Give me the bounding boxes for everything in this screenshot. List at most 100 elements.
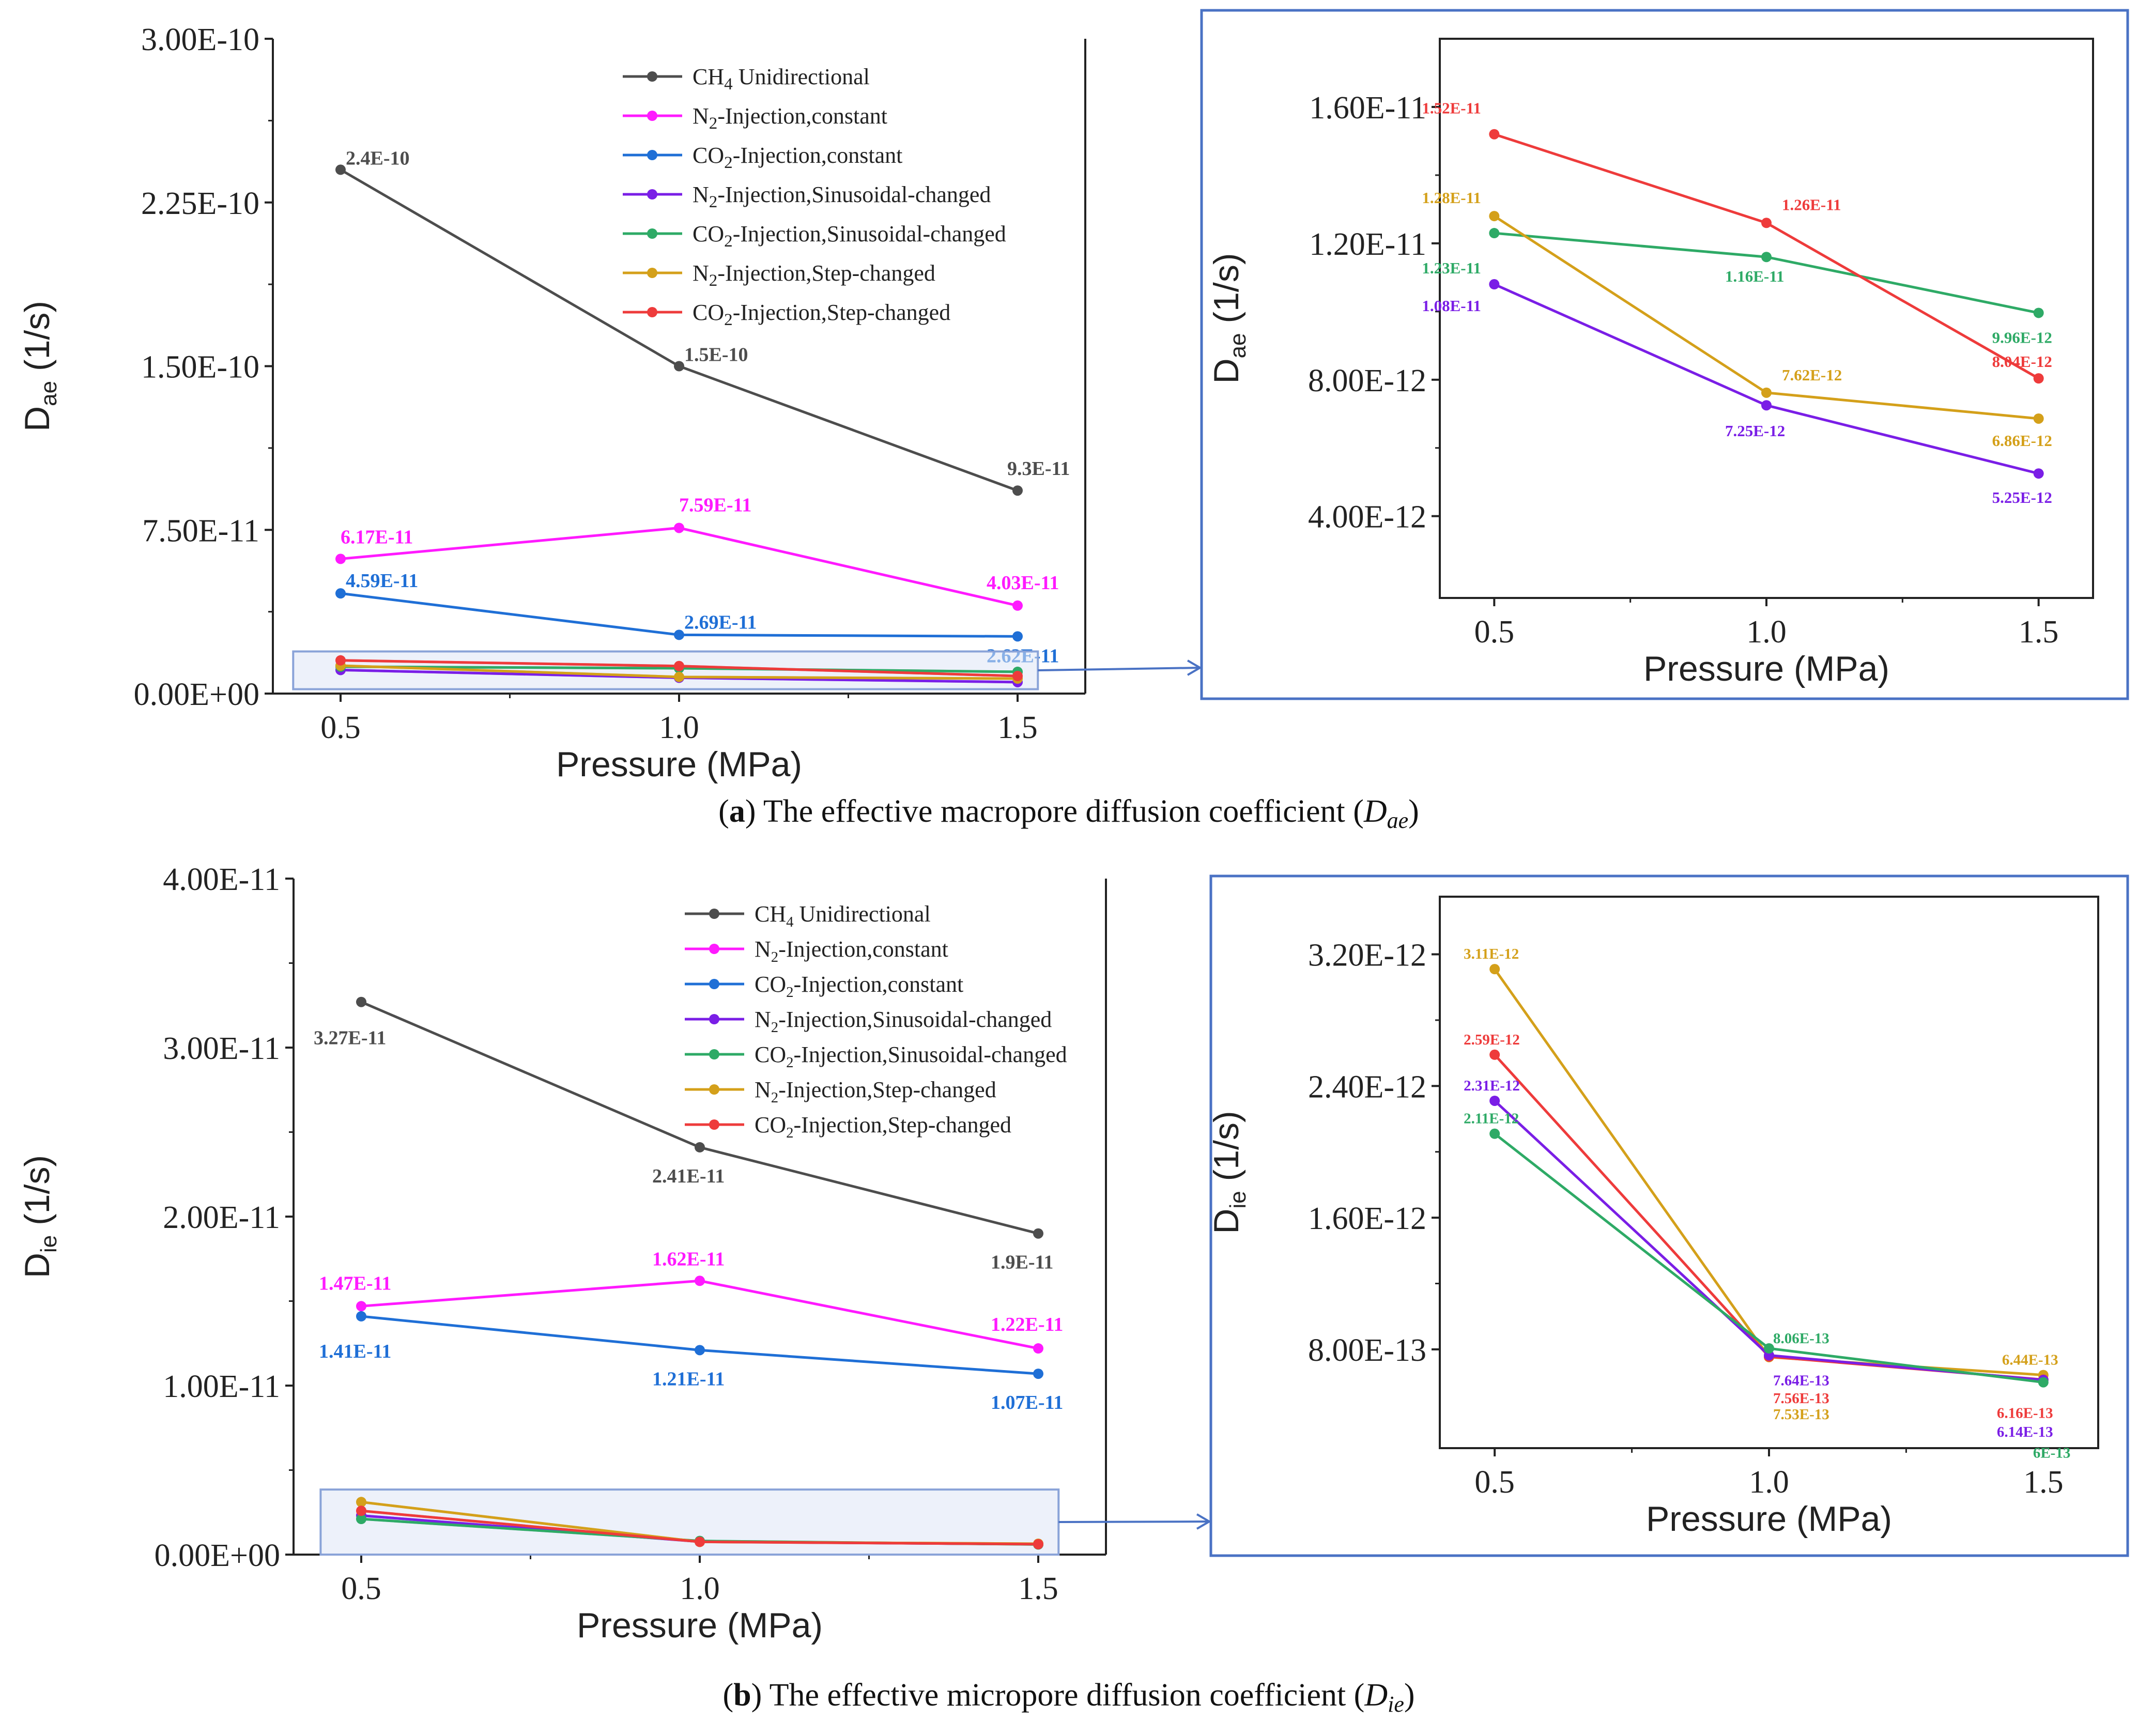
- data-label: 9.3E-11: [1007, 458, 1070, 480]
- y-tick-label: 2.25E-10: [141, 186, 259, 221]
- data-point: [695, 1142, 705, 1153]
- data-point: [1764, 1343, 1774, 1354]
- y-tick-label: 4.00E-12: [1308, 500, 1426, 535]
- data-point: [335, 655, 346, 666]
- y-tick-label: 1.20E-11: [1309, 227, 1426, 262]
- data-label: 8.04E-12: [1992, 352, 2052, 371]
- data-label: 4.59E-11: [346, 570, 418, 592]
- data-point: [356, 1514, 366, 1525]
- y-tick-label: 8.00E-13: [1308, 1333, 1426, 1368]
- data-point: [1761, 252, 1772, 263]
- data-point: [335, 554, 346, 564]
- y-tick-label: 8.00E-12: [1308, 363, 1426, 398]
- data-point: [1012, 485, 1023, 496]
- inset-frame: [1200, 9, 2129, 700]
- x-tick-label: 0.5: [1474, 614, 1515, 650]
- data-label: 4.03E-11: [987, 572, 1059, 594]
- y-tick-label: 2.00E-11: [163, 1200, 280, 1235]
- data-label: 1.9E-11: [991, 1252, 1053, 1273]
- data-label: 1.28E-11: [1422, 189, 1481, 207]
- connector-arrow: [1038, 667, 1201, 672]
- data-label: 1.5E-10: [684, 344, 748, 366]
- chart-b-main: 0.00E+00 1.00E-11 2.00E-11 3.00E-11 4.00E-11…: [18, 862, 1107, 1645]
- x-tick-label: 0.5: [1474, 1465, 1515, 1500]
- x-axis-label: Pressure (MPa): [1643, 649, 1889, 688]
- data-label: 6E-13: [2033, 1445, 2071, 1462]
- legend-marker: [709, 1084, 719, 1095]
- y-tick-label: 2.40E-12: [1308, 1069, 1426, 1104]
- data-label: 1.47E-11: [319, 1272, 391, 1294]
- caption: (b) The effective micropore diffusion co…: [722, 1678, 1414, 1717]
- chart-a-inset: 4.00E-12 8.00E-12 1.20E-11 1.60E-11 0.5 1.0 1.…: [1200, 9, 2129, 700]
- y-tick-label: 1.50E-10: [141, 350, 259, 385]
- data-label: 6.17E-11: [341, 526, 413, 548]
- x-axis-label: Pressure (MPa): [1646, 1499, 1892, 1539]
- data-point: [356, 1497, 366, 1508]
- x-tick-label: 0.5: [341, 1571, 381, 1606]
- data-label: 1.08E-11: [1422, 297, 1481, 315]
- legend-entry: CH4 Unidirectional: [755, 901, 931, 930]
- data-label: 7.25E-12: [1725, 422, 1785, 440]
- chart-a-main: 0.00E+00 7.50E-11 1.50E-10 2.25E-10 3.00E-10…: [18, 22, 1086, 784]
- legend-marker: [647, 228, 657, 239]
- data-point: [1033, 1539, 1043, 1549]
- data-point: [2033, 468, 2044, 479]
- y-tick-label: 1.60E-11: [1309, 90, 1426, 126]
- data-point: [335, 588, 346, 599]
- data-point: [1489, 129, 1500, 140]
- legend-marker: [647, 307, 657, 317]
- data-point: [1012, 631, 1023, 642]
- legend-marker: [709, 1014, 719, 1024]
- data-label: 2.11E-12: [1464, 1111, 1519, 1127]
- legend-entry: CH4 Unidirectional: [693, 64, 870, 94]
- data-point: [695, 1537, 705, 1547]
- x-tick-label: 1.0: [1749, 1465, 1789, 1500]
- legend-entry: CO2-Injection,constant: [693, 143, 902, 172]
- y-axis-label: Die (1/s): [18, 1155, 61, 1278]
- data-point: [1489, 228, 1500, 239]
- data-label: 9.96E-12: [1992, 328, 2052, 346]
- legend-entry: N2-Injection,Sinusoidal-changed: [755, 1007, 1052, 1036]
- data-point: [1033, 1228, 1043, 1239]
- y-axis-label: Die (1/s): [1207, 1111, 1251, 1234]
- legend: CH4 Unidirectional N2-Injection,constant C…: [685, 901, 1067, 1141]
- data-point: [335, 164, 346, 175]
- legend-marker: [709, 944, 719, 954]
- data-point: [2033, 373, 2044, 384]
- data-point: [1033, 1343, 1043, 1354]
- data-label: 1.21E-11: [652, 1368, 725, 1390]
- data-label: 1.16E-11: [1725, 267, 1785, 285]
- x-tick-label: 1.5: [2023, 1465, 2064, 1500]
- data-label: 1.41E-11: [319, 1341, 391, 1362]
- legend-entry: CO2-Injection,Step-changed: [755, 1112, 1011, 1141]
- legend-marker: [709, 1119, 719, 1130]
- zoom-connectors: [292, 650, 1211, 1556]
- x-tick-label: 1.0: [1746, 614, 1787, 650]
- data-label: 6.14E-13: [1997, 1424, 2053, 1440]
- y-tick-label: 1.60E-12: [1308, 1201, 1426, 1236]
- y-tick-label: 4.00E-11: [163, 862, 280, 897]
- y-axis-label: Dae (1/s): [1207, 253, 1251, 384]
- data-point: [1489, 1128, 1500, 1139]
- data-label: 2.59E-12: [1464, 1032, 1520, 1048]
- data-label: 1.22E-11: [991, 1314, 1063, 1335]
- data-point: [1033, 1369, 1043, 1379]
- data-point: [356, 1505, 366, 1516]
- y-tick-label: 0.00E+00: [134, 677, 259, 712]
- data-point: [1489, 279, 1500, 290]
- data-point: [1489, 211, 1500, 222]
- captions: (a) The effective macropore diffusion co…: [718, 794, 1419, 1717]
- legend-marker: [709, 1049, 719, 1059]
- arrowhead: [1196, 1513, 1211, 1530]
- legend-entry: N2-Injection,constant: [755, 936, 948, 965]
- data-point: [2038, 1377, 2049, 1388]
- data-label: 8.06E-13: [1773, 1330, 1829, 1347]
- data-point: [1489, 1095, 1500, 1106]
- data-point: [674, 660, 684, 671]
- legend-entry: CO2-Injection,Step-changed: [693, 300, 950, 329]
- data-point: [356, 1311, 366, 1322]
- data-point: [674, 361, 684, 372]
- series-line: [340, 526, 1018, 607]
- series-line: [340, 168, 1018, 492]
